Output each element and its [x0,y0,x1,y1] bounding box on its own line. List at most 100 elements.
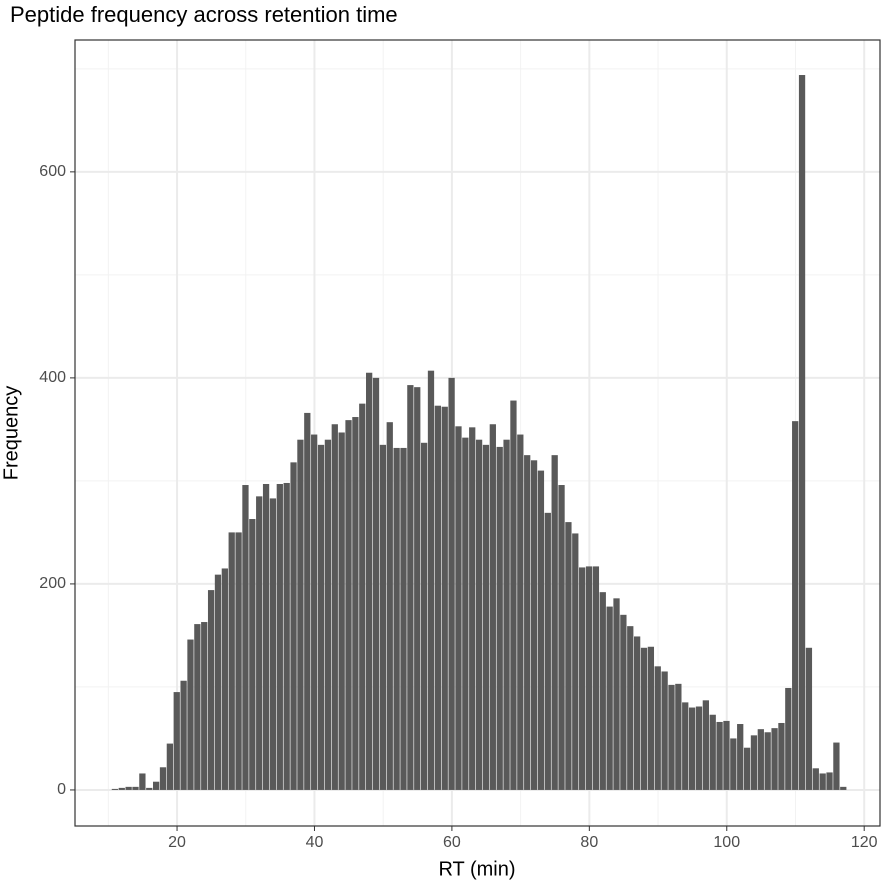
bar [558,485,565,790]
bar [489,424,496,790]
bar [785,687,792,790]
bar [194,624,201,790]
bar [826,772,833,790]
bar [620,614,627,790]
bar [530,460,538,790]
bar [572,533,579,790]
bar [764,732,771,790]
x-axis-title: RT (min) [438,858,515,880]
bar [737,724,744,790]
bar [688,707,696,790]
bar [524,455,531,790]
y-tick-label: 0 [57,781,66,798]
bar [311,434,318,790]
bar [269,498,277,790]
bar [723,720,730,790]
bar [682,702,689,790]
bar [537,470,545,790]
bar [235,532,242,790]
bar [730,738,737,790]
bar [778,722,785,790]
bar [510,400,517,790]
bar [125,786,132,790]
bar [695,706,703,790]
bar [579,567,586,790]
y-tick-label: 600 [39,163,66,180]
bar [716,721,723,790]
bar [496,446,503,790]
bar [228,532,235,790]
bar [585,566,593,790]
bar [441,406,448,790]
bar [840,786,847,790]
bar [427,370,435,790]
bar [146,787,153,790]
bar [173,692,180,790]
y-tick-label: 200 [39,575,66,592]
bar [420,442,428,790]
bar [132,786,139,790]
bar [166,743,174,790]
bar [613,598,620,790]
y-axis-title: Frequency [0,386,22,481]
bar [242,485,249,790]
bar [139,773,146,790]
bar [276,483,283,790]
bar [833,742,840,790]
bar [647,646,655,790]
bar [743,747,751,790]
x-tick-label: 40 [306,834,324,851]
bar [812,768,819,790]
bar [400,447,407,790]
bar [448,377,455,790]
bar [551,455,558,790]
bar [379,444,387,790]
bar [599,592,606,790]
x-tick-label: 60 [443,834,461,851]
x-tick-label: 120 [851,834,878,851]
bar [455,426,462,790]
bar [393,447,400,790]
x-tick-label: 80 [580,834,598,851]
bar [304,412,311,790]
bar [771,728,778,790]
bar [434,405,441,790]
bar [290,462,297,790]
bar [352,417,359,790]
bar [221,568,228,790]
bar [187,639,194,790]
bar [324,439,332,790]
bar [256,496,263,790]
bar [386,422,393,790]
bar [214,574,222,790]
bar [118,787,125,790]
bar [627,626,634,790]
bar [565,522,572,790]
bar [702,700,709,790]
bar [345,420,352,790]
bar [297,439,304,790]
bar [606,606,613,790]
bar [640,647,648,790]
bar [482,444,490,790]
bar [675,683,682,790]
bar [544,512,551,790]
panel-border [74,39,881,827]
bar [372,377,380,790]
bar [111,788,119,790]
bar [709,714,716,790]
bar [366,372,373,790]
bar [750,735,758,790]
bar [592,566,600,790]
bar [633,636,641,790]
bar [462,437,469,790]
bar [414,387,421,790]
bar [757,729,764,790]
bar [661,671,668,790]
bar [283,482,290,790]
bar [819,773,826,790]
bar [152,781,160,790]
bar [159,767,167,790]
bar [317,444,325,790]
